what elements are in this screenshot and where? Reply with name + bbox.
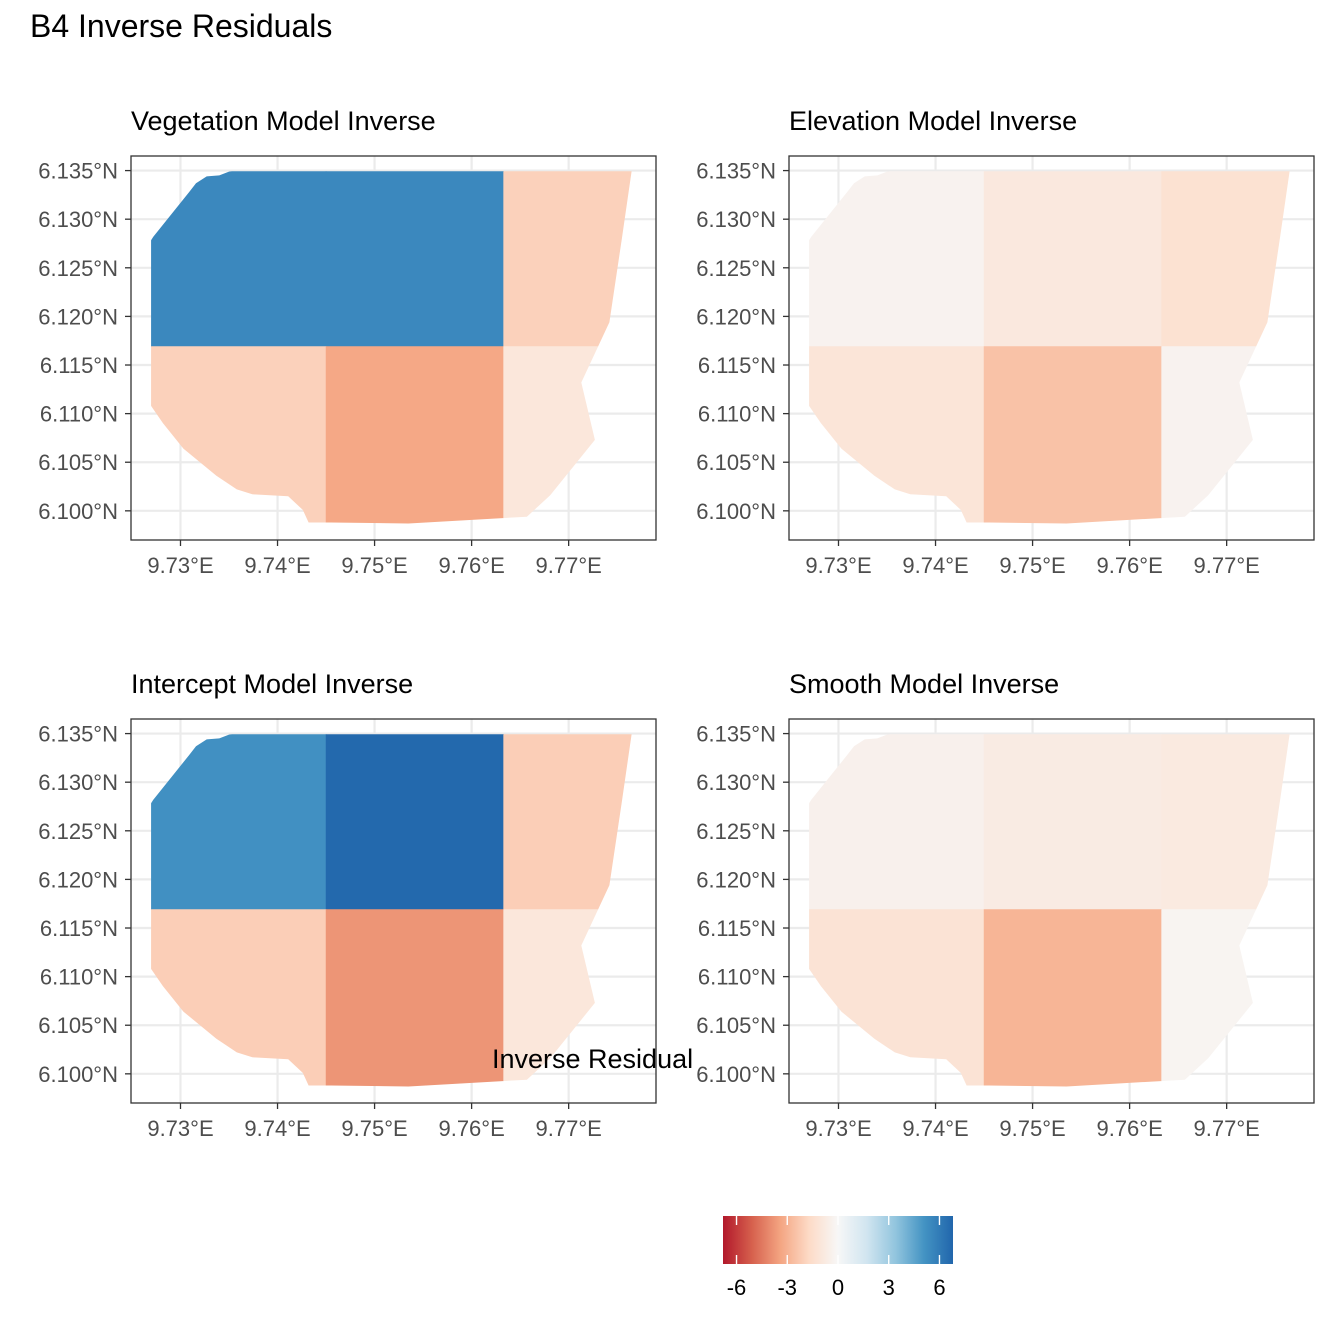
x-tick-label: 9.74°E — [244, 553, 310, 578]
y-tick-label: 6.120°N — [38, 867, 118, 892]
y-tick-label: 6.110°N — [40, 965, 118, 990]
y-tick-label: 6.100°N — [38, 1062, 118, 1087]
colorbar-tick-label: -6 — [727, 1275, 747, 1300]
x-tick-label: 9.76°E — [1096, 1116, 1162, 1141]
y-tick-label: 6.120°N — [38, 304, 118, 329]
map-plot-vegetation: 9.73°E 9.74°E 9.75°E 9.76°E 9.77°E 6.135°N 6.1… — [38, 155, 657, 578]
x-tick-label: 9.75°E — [341, 1116, 407, 1141]
colorbar-legend: -6 -3 0 3 6 — [723, 1216, 953, 1300]
x-tick-label: 9.75°E — [999, 1116, 1065, 1141]
cell-r1-c1 — [325, 346, 504, 524]
panel-vegetation: Vegetation Model Inverse 9.73°E 9.74°E 9.7… — [0, 100, 660, 600]
x-tick-label: 9.73°E — [805, 1116, 871, 1141]
y-tick-label: 6.110°N — [698, 965, 776, 990]
y-tick-label: 6.125°N — [696, 256, 776, 281]
x-tick-label: 9.75°E — [999, 553, 1065, 578]
cell-r0-c1 — [983, 171, 1162, 347]
x-tick-label: 9.73°E — [805, 553, 871, 578]
x-tick-label: 9.76°E — [438, 1116, 504, 1141]
y-tick-label: 6.135°N — [696, 722, 776, 747]
cell-group — [151, 734, 632, 1087]
y-tick-label: 6.100°N — [38, 499, 118, 524]
legend-title: Inverse Residual — [492, 1044, 694, 1074]
y-tick-label: 6.120°N — [696, 867, 776, 892]
x-tick-label: 9.77°E — [536, 1116, 602, 1141]
y-tick-label: 6.120°N — [696, 304, 776, 329]
y-tick-label: 6.125°N — [38, 256, 118, 281]
cell-group — [151, 171, 632, 524]
y-tick-label: 6.130°N — [696, 770, 776, 795]
figure-title: B4 Inverse Residuals — [30, 8, 333, 44]
map-plot-smooth: 9.73°E 9.74°E 9.75°E 9.76°E 9.77°E 6.135°N 6.1… — [696, 718, 1315, 1141]
y-tick-label: 6.135°N — [38, 722, 118, 747]
y-tick-label: 6.135°N — [696, 159, 776, 184]
cell-r1-c1 — [983, 346, 1162, 524]
y-tick-label: 6.105°N — [38, 1013, 118, 1038]
y-tick-label: 6.115°N — [40, 916, 118, 941]
x-tick-label: 9.75°E — [341, 553, 407, 578]
x-tick-label: 9.73°E — [147, 1116, 213, 1141]
x-tick-label: 9.74°E — [902, 553, 968, 578]
x-tick-label: 9.74°E — [902, 1116, 968, 1141]
cell-r0-c1 — [325, 171, 504, 347]
x-tick-label: 9.77°E — [1194, 1116, 1260, 1141]
x-tick-label: 9.73°E — [147, 553, 213, 578]
colorbar-tick-label: 0 — [832, 1275, 844, 1300]
y-tick-label: 6.100°N — [696, 1062, 776, 1087]
y-tick-label: 6.115°N — [40, 353, 118, 378]
cell-r1-c1 — [983, 909, 1162, 1087]
y-tick-label: 6.110°N — [40, 402, 118, 427]
y-tick-label: 6.135°N — [38, 159, 118, 184]
y-tick-label: 6.105°N — [696, 1013, 776, 1038]
panel-border — [788, 718, 1315, 1104]
cell-group — [809, 171, 1290, 524]
x-tick-label: 9.76°E — [438, 553, 504, 578]
x-tick-label: 9.74°E — [244, 1116, 310, 1141]
y-tick-label: 6.125°N — [696, 819, 776, 844]
colorbar-tick-label: 6 — [933, 1275, 945, 1300]
panel-border — [130, 155, 657, 541]
x-tick-label: 9.77°E — [1194, 553, 1260, 578]
map-plot-intercept: 9.73°E 9.74°E 9.75°E 9.76°E 9.77°E 6.135°N 6.1… — [38, 718, 657, 1141]
cell-group — [809, 734, 1290, 1087]
map-plot-elevation: 9.73°E 9.74°E 9.75°E 9.76°E 9.77°E 6.135°N 6.1… — [696, 155, 1315, 578]
y-tick-label: 6.105°N — [38, 450, 118, 475]
y-tick-label: 6.105°N — [696, 450, 776, 475]
y-tick-label: 6.110°N — [698, 402, 776, 427]
panel-elevation: Elevation Model Inverse 9.73°E 9.74°E 9.75… — [658, 100, 1318, 600]
panel-title-smooth: Smooth Model Inverse — [789, 669, 1060, 699]
panel-smooth: Smooth Model Inverse 9.73°E 9.74°E 9.75°E 9… — [658, 663, 1318, 1163]
cell-r0-c1 — [983, 734, 1162, 910]
panel-border — [788, 155, 1315, 541]
colorbar-tick-label: 3 — [883, 1275, 895, 1300]
panel-title-vegetation: Vegetation Model Inverse — [131, 106, 436, 136]
y-tick-label: 6.100°N — [696, 499, 776, 524]
y-tick-label: 6.130°N — [38, 770, 118, 795]
cell-r0-c1 — [325, 734, 504, 910]
panel-title-elevation: Elevation Model Inverse — [789, 106, 1078, 136]
x-tick-label: 9.76°E — [1096, 553, 1162, 578]
y-tick-label: 6.115°N — [698, 353, 776, 378]
x-tick-label: 9.77°E — [536, 553, 602, 578]
y-tick-label: 6.115°N — [698, 916, 776, 941]
panel-title-intercept: Intercept Model Inverse — [131, 669, 414, 699]
y-tick-label: 6.130°N — [696, 207, 776, 232]
panel-border — [130, 718, 657, 1104]
panel-intercept: Intercept Model Inverse 9.73°E 9.74°E 9.75… — [0, 663, 660, 1163]
colorbar-tick-label: -3 — [777, 1275, 797, 1300]
y-tick-label: 6.125°N — [38, 819, 118, 844]
cell-r1-c1 — [325, 909, 504, 1087]
y-tick-label: 6.130°N — [38, 207, 118, 232]
